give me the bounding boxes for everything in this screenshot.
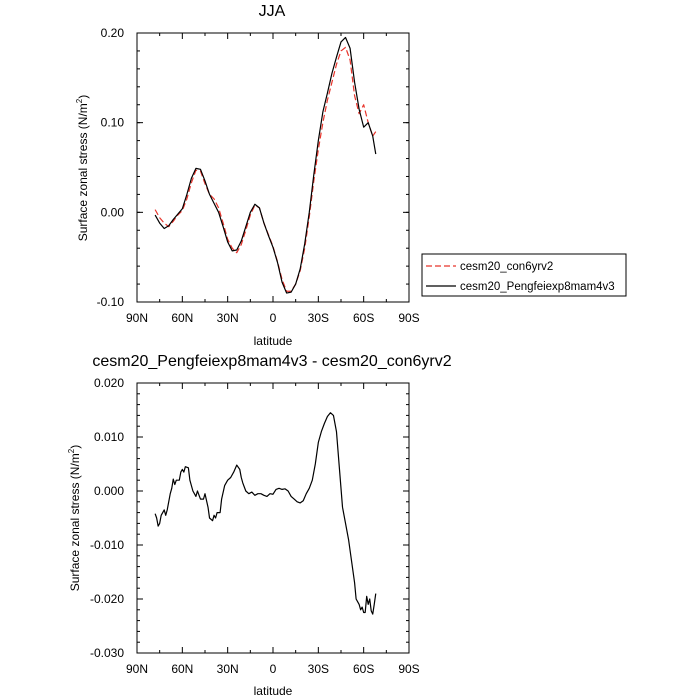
- top-axis-ticks: [136, 32, 410, 303]
- bottom-x-tick-label: 60N: [171, 662, 193, 676]
- top-y-tick-label: 0.10: [101, 116, 125, 130]
- top-x-tick-label: 90S: [398, 311, 419, 325]
- bottom-y-tick-label: 0.010: [94, 430, 124, 444]
- bottom-x-tick-label: 0: [270, 662, 277, 676]
- top-y-tick-label: 0.20: [101, 26, 125, 40]
- legend-entry-con6yrv2: cesm20_con6yrv2: [460, 261, 553, 273]
- top-x-tick-label: 60N: [171, 311, 193, 325]
- bottom-y-axis-label: Surface zonal stress (N/m2): [67, 445, 82, 592]
- top-y-axis-label-main: Surface zonal stress (N/m: [76, 103, 90, 241]
- top-series-lines: [154, 36, 377, 294]
- bottom-x-tick-labels: 90N 60N 30N 0 30S 60S 90S: [126, 662, 420, 676]
- bottom-panel: cesm20_Pengfeiexp8mam4v3 - cesm20_con6yr…: [67, 353, 452, 698]
- top-y-axis-label-end: ): [76, 95, 90, 99]
- bottom-series-lines: [154, 412, 377, 615]
- top-x-tick-label: 90N: [126, 311, 148, 325]
- legend-box: [421, 253, 627, 297]
- bottom-y-tick-label: 0.000: [94, 484, 124, 498]
- bottom-y-tick-labels: -0.030 -0.020 -0.010 0.000 0.010 0.020: [90, 376, 124, 660]
- top-plot-frame: [136, 32, 410, 303]
- bottom-x-tick-label: 60S: [353, 662, 374, 676]
- bottom-x-tick-label: 90S: [398, 662, 419, 676]
- bottom-y-tick-label: -0.030: [90, 646, 124, 660]
- top-x-tick-label: 30N: [217, 311, 239, 325]
- top-x-tick-labels: 90N 60N 30N 0 30S 60S 90S: [126, 311, 420, 325]
- bottom-plot-frame: [136, 382, 410, 654]
- legend: cesm20_con6yrv2 cesm20_Pengfeiexp8mam4v3: [421, 253, 627, 297]
- top-y-tick-label: -0.10: [97, 295, 125, 309]
- top-y-tick-label: 0.00: [101, 205, 125, 219]
- top-panel: JJA -0.100.000.100.20 90N 60N 30N 0 30S 60S 90…: [75, 3, 420, 348]
- top-x-tick-label: 0: [270, 311, 277, 325]
- bottom-x-tick-label: 90N: [126, 662, 148, 676]
- bottom-panel-title: cesm20_Pengfeiexp8mam4v3 - cesm20_con6yr…: [92, 353, 451, 370]
- top-x-tick-label: 30S: [308, 311, 329, 325]
- top-x-axis-label: latitude: [254, 334, 293, 348]
- bottom-y-axis-label-sup: 2: [67, 448, 76, 453]
- bottom-y-tick-label: -0.010: [90, 538, 124, 552]
- top-panel-title: JJA: [259, 3, 286, 20]
- top-series-line-cesm20-Pengfeiexp8mam4v3: [154, 36, 377, 294]
- bottom-x-axis-label: latitude: [254, 684, 293, 698]
- bottom-y-tick-label: 0.020: [94, 376, 124, 390]
- bottom-y-tick-label: -0.020: [90, 592, 124, 606]
- top-series-line-cesm20-con6yrv2: [154, 46, 377, 292]
- bottom-y-axis-label-main: Surface zonal stress (N/m: [68, 453, 82, 591]
- legend-entry-pengfeiexp8mam4v3: cesm20_Pengfeiexp8mam4v3: [460, 281, 615, 293]
- bottom-series-line-difference: [154, 412, 377, 615]
- bottom-axis-ticks: [136, 382, 410, 654]
- bottom-x-tick-label: 30S: [308, 662, 329, 676]
- top-y-axis-label-sup: 2: [75, 98, 84, 103]
- top-y-axis-label: Surface zonal stress (N/m2): [75, 95, 90, 242]
- bottom-x-tick-label: 30N: [217, 662, 239, 676]
- top-x-tick-label: 60S: [353, 311, 374, 325]
- bottom-y-axis-label-end: ): [68, 445, 82, 449]
- top-y-tick-labels: -0.10 0.00 0.10 0.20: [97, 26, 125, 309]
